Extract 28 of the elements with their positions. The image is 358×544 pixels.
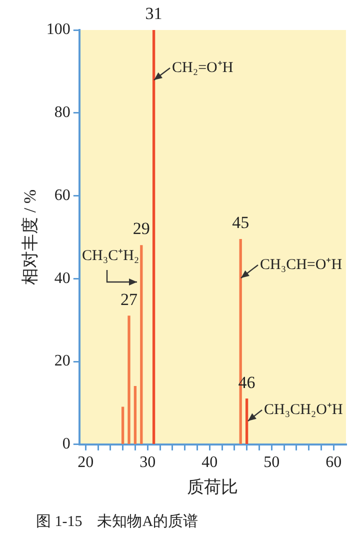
annotation: 31	[145, 4, 162, 23]
bar	[140, 245, 143, 444]
annotation: CH₃CH₂O⁺H	[264, 402, 343, 418]
annotation: CH₂=O⁺H	[172, 60, 234, 76]
bar	[245, 398, 248, 444]
x-tick-label: 60	[326, 454, 342, 472]
bar	[121, 406, 124, 444]
x-tick-label: 20	[78, 454, 94, 472]
text: 图 1-15 未知物A的质谱	[36, 512, 198, 531]
x-axis-title: 质荷比	[187, 477, 238, 496]
y-tick-label: 0	[62, 436, 70, 453]
x-tick-label: 30	[140, 454, 156, 472]
y-tick-label: 40	[54, 270, 70, 287]
bar	[134, 386, 137, 444]
annotation: 45	[232, 213, 250, 232]
bar	[128, 316, 130, 444]
y-axis-title: 相对丰度 / %	[20, 190, 40, 285]
annotation: 29	[132, 219, 150, 238]
annotation: CH₃C⁺H₂	[82, 248, 140, 264]
y-tick-label: 20	[54, 352, 70, 370]
x-tick-label: 40	[202, 454, 218, 472]
y-tick-label: 100	[46, 21, 70, 38]
y-tick-label: 60	[54, 186, 70, 204]
annotation: CH₃CH=O⁺H	[260, 257, 342, 273]
x-tick-label: 50	[264, 454, 280, 472]
bar	[152, 30, 156, 444]
y-tick-label: 80	[54, 104, 70, 122]
annotation: 27	[120, 290, 138, 309]
